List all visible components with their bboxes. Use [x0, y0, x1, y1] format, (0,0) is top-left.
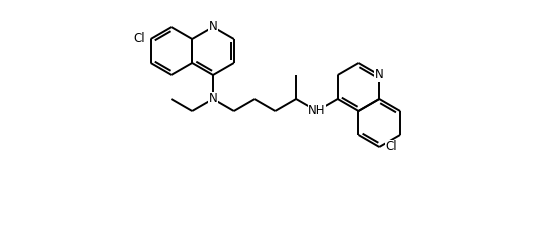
Text: N: N: [209, 92, 217, 106]
Text: N: N: [375, 68, 384, 82]
Text: N: N: [209, 20, 217, 34]
Text: Cl: Cl: [133, 32, 145, 46]
Text: Cl: Cl: [385, 140, 397, 153]
Text: NH: NH: [308, 104, 326, 118]
